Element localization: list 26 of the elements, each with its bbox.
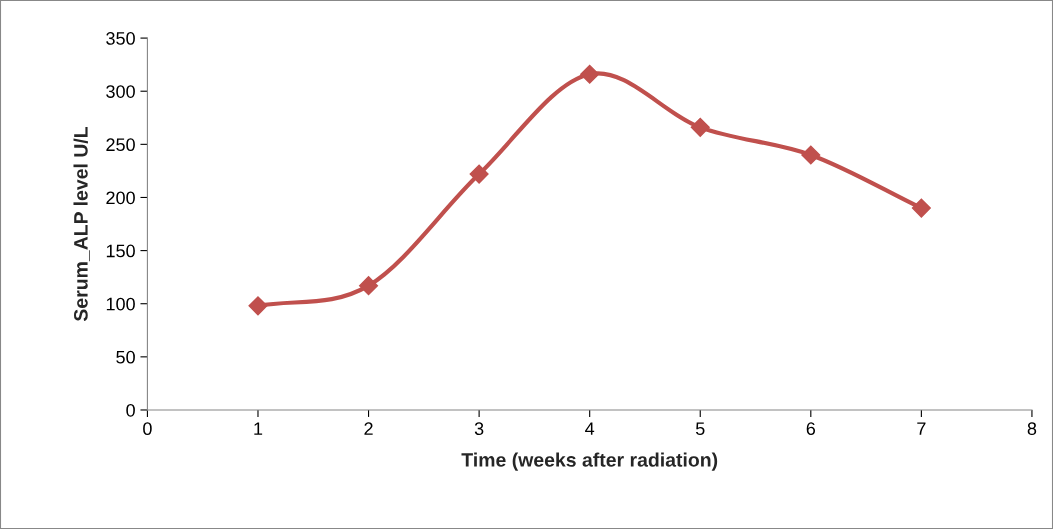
y-tick-label: 150: [106, 244, 135, 258]
y-tick-label: 0: [126, 403, 135, 417]
x-tick-label: 2: [364, 422, 373, 435]
x-tick-label: 5: [695, 422, 705, 436]
x-tick-label: 1: [254, 422, 263, 435]
point: [359, 276, 379, 296]
y-tick-label: 200: [106, 191, 135, 205]
point: [690, 117, 710, 137]
point: [248, 296, 268, 316]
y-tick-label: 350: [106, 32, 135, 45]
point: [801, 145, 821, 165]
point: [911, 198, 931, 218]
x-tick-label: 3: [474, 422, 484, 436]
y-tick-label: 300: [106, 85, 135, 98]
y-axis-title: Serum_ALP level U/L: [73, 127, 90, 322]
y-tick-label: 250: [106, 138, 135, 152]
y-tick-label: 100: [106, 297, 135, 311]
x-tick-label: 4: [585, 422, 595, 435]
x-tick-label: 6: [806, 422, 816, 436]
x-tick-label: 7: [917, 422, 926, 435]
point: [580, 64, 600, 84]
x-tick-label: 8: [1027, 422, 1037, 436]
point: [469, 164, 489, 184]
x-axis-title: Time (weeks after radiation): [461, 452, 718, 471]
x-tick-label: 0: [143, 422, 152, 436]
y-tick-label: 50: [116, 350, 135, 364]
